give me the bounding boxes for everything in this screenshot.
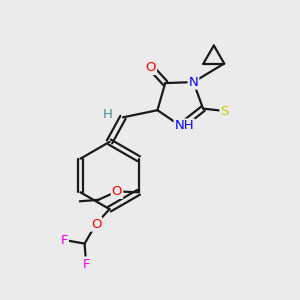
Text: S: S	[220, 104, 229, 118]
Text: F: F	[61, 233, 68, 247]
Text: NH: NH	[175, 119, 194, 133]
Text: N: N	[188, 76, 198, 88]
Text: O: O	[112, 185, 122, 198]
Text: F: F	[82, 257, 90, 271]
Text: H: H	[103, 108, 112, 122]
Text: O: O	[146, 61, 156, 74]
Text: O: O	[91, 218, 101, 231]
